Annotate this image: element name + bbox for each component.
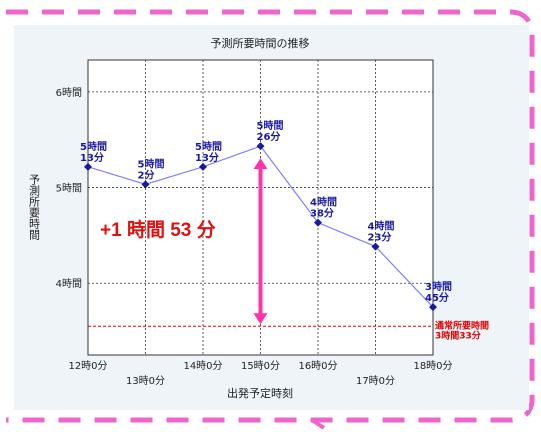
data-label: 4時間 <box>310 196 337 209</box>
data-point <box>371 242 380 251</box>
data-point <box>314 218 322 227</box>
x-tick-label: 17時0分 <box>356 375 395 387</box>
data-point <box>141 180 150 189</box>
data-label: 13分 <box>80 151 104 164</box>
data-label: 23分 <box>368 231 392 244</box>
x-tick-label: 12時0分 <box>68 360 107 372</box>
data-label: 13分 <box>195 151 219 164</box>
y-axis-label: 予測所要時間 <box>28 174 41 241</box>
data-point <box>256 142 265 151</box>
x-axis-label: 出発予定時刻 <box>227 386 293 400</box>
data-point <box>84 162 92 171</box>
x-tick-label: 13時0分 <box>126 375 165 387</box>
reference-label: 3時間33分 <box>435 329 481 341</box>
data-label: 26分 <box>257 130 281 143</box>
reference-label: 通常所要時間 <box>435 319 489 331</box>
data-label: 5時間 <box>80 140 107 153</box>
y-tick-label: 5時間 <box>56 183 82 195</box>
data-label: 2分 <box>138 168 155 181</box>
annotation-group: +1 時間 53 分 <box>100 158 268 325</box>
x-tick-label: 14時0分 <box>183 360 222 372</box>
x-tick-label: 15時0分 <box>241 360 280 372</box>
data-point <box>429 303 437 312</box>
chart-title: 予測所要時間の推移 <box>211 36 310 50</box>
data-point <box>199 162 207 171</box>
annotation-arrowhead-top <box>253 158 268 170</box>
series-group: 5時間13分5時間2分5時間13分5時間26分4時間38分4時間23分3時間45… <box>80 119 452 312</box>
data-label: 4時間 <box>368 220 395 233</box>
x-tick-label: 18時0分 <box>413 360 452 372</box>
annotation-text: +1 時間 53 分 <box>100 219 216 241</box>
data-label: 5時間 <box>138 157 165 170</box>
data-label: 3時間 <box>425 280 452 293</box>
data-label: 5時間 <box>195 140 222 153</box>
x-tick-label: 16時0分 <box>298 360 337 372</box>
y-tick-label: 6時間 <box>56 87 82 99</box>
annotation-arrowhead-bottom <box>253 313 268 325</box>
tick-labels: 6時間 5時間 4時間 12時0分 14時0分 15時0分 16時0分 18時0分 13時0分 1… <box>56 87 453 387</box>
data-label: 45分 <box>425 291 449 304</box>
y-tick-label: 4時間 <box>56 278 82 290</box>
data-label: 38分 <box>310 207 334 220</box>
data-label: 5時間 <box>257 119 284 132</box>
